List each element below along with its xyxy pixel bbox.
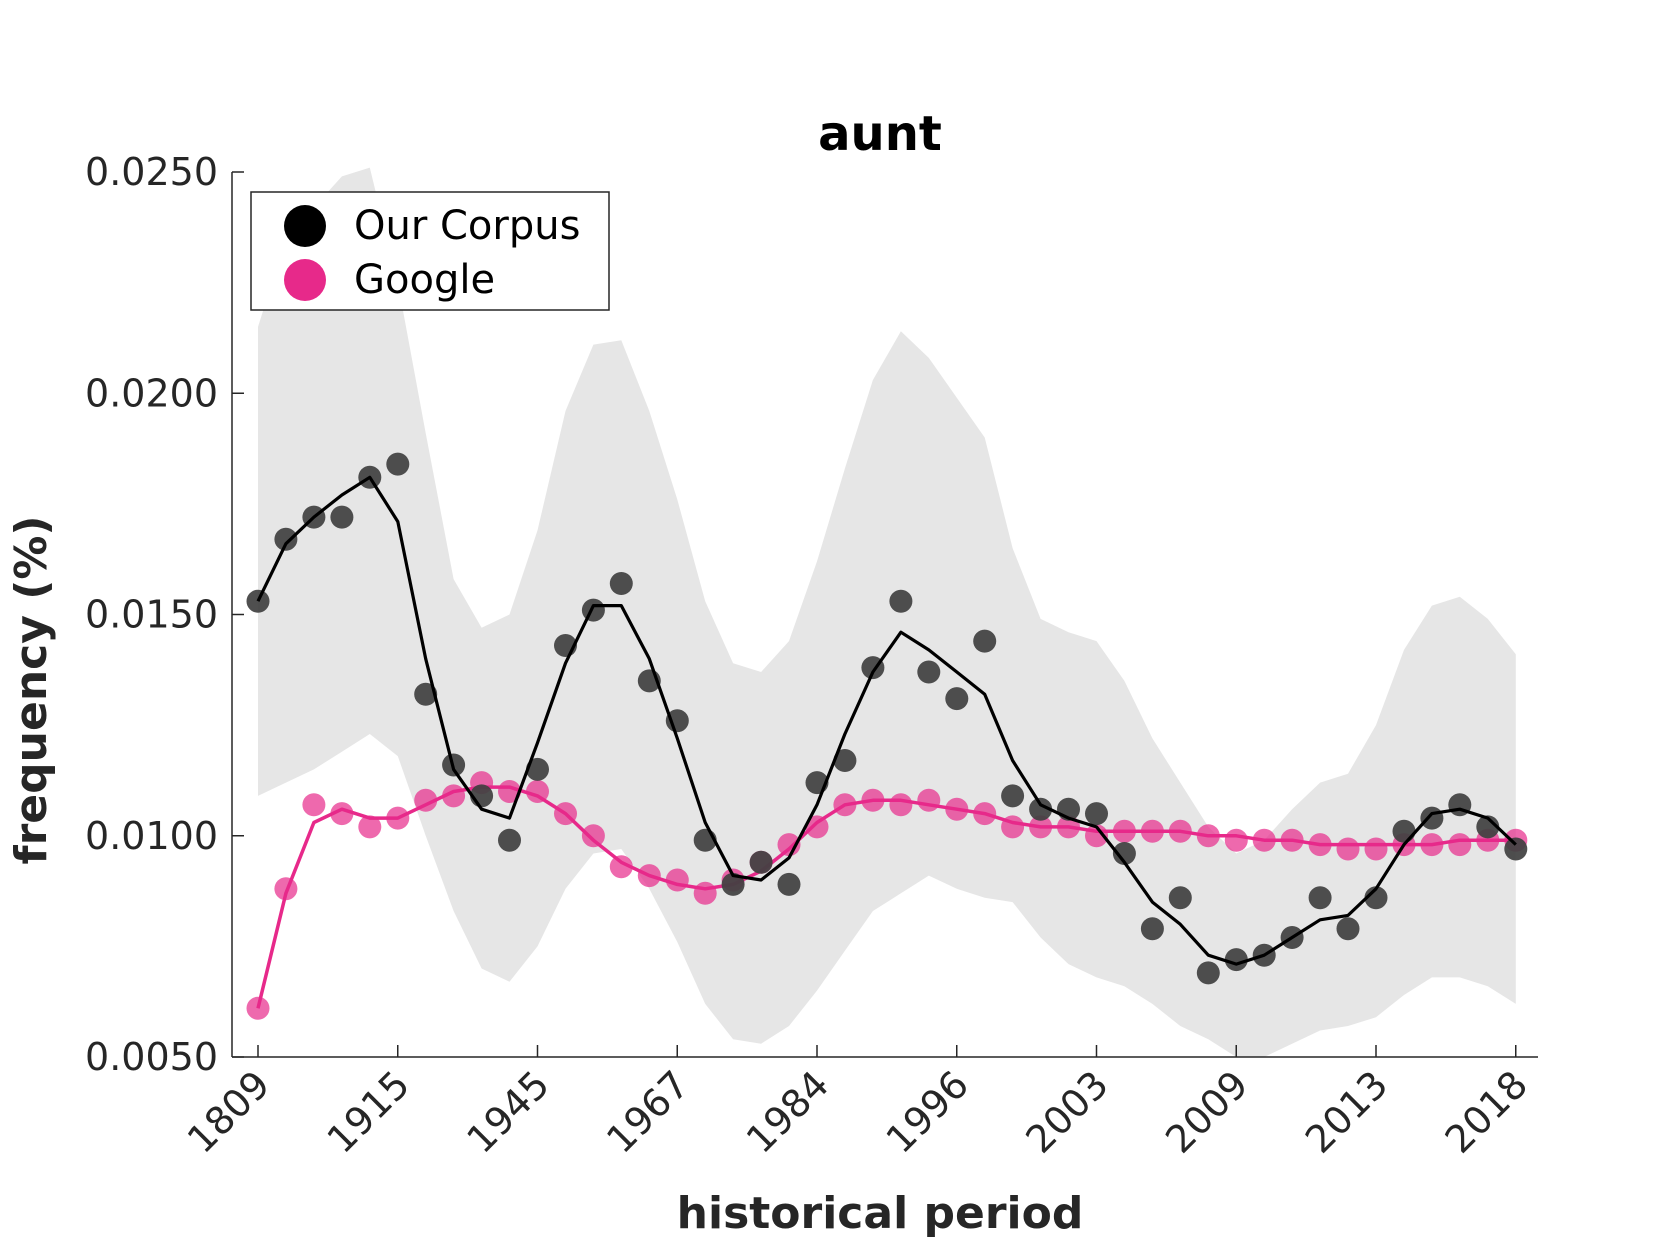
google-point: [246, 996, 270, 1020]
google-point: [554, 802, 577, 826]
google-point: [358, 815, 382, 839]
corpus-point: [581, 598, 605, 622]
y-tick-label: 0.0050: [85, 1035, 218, 1079]
legend-label-our-corpus: Our Corpus: [354, 203, 580, 249]
google-point: [526, 780, 549, 803]
legend-label-google: Google: [354, 257, 495, 303]
google-point: [693, 881, 717, 905]
corpus-point: [1001, 784, 1025, 808]
series-layer: [246, 452, 1528, 1020]
corpus-point: [1029, 797, 1053, 821]
y-tick-label: 0.0150: [85, 593, 218, 637]
google-point: [1420, 833, 1444, 857]
google-point: [609, 855, 633, 879]
google-point: [274, 877, 298, 901]
corpus-point: [1476, 815, 1500, 839]
corpus-point: [1168, 886, 1192, 910]
corpus-point: [526, 757, 549, 781]
corpus-point: [1224, 948, 1248, 972]
google-point: [889, 793, 913, 817]
corpus-point: [1140, 917, 1164, 941]
corpus-point: [1085, 802, 1108, 826]
google-point: [665, 868, 689, 892]
google-point: [1336, 837, 1360, 861]
corpus-point: [917, 660, 941, 684]
y-tick-label: 0.0200: [85, 371, 218, 415]
corpus-point: [833, 749, 857, 772]
corpus-point: [1336, 917, 1360, 941]
google-point: [1001, 815, 1025, 839]
google-point: [945, 797, 969, 821]
corpus-point: [1392, 819, 1416, 843]
google-point: [1448, 833, 1472, 857]
corpus-point: [889, 589, 913, 613]
google-point: [1140, 819, 1164, 843]
corpus-point: [721, 872, 745, 896]
x-tick-label: 1945: [458, 1062, 558, 1162]
google-point: [861, 788, 885, 812]
chart-title: aunt: [818, 106, 942, 162]
google-point: [917, 788, 941, 812]
corpus-point: [973, 629, 997, 653]
x-tick-label: 1967: [598, 1062, 698, 1162]
google-point: [1112, 819, 1136, 843]
google-point: [442, 784, 466, 808]
google-point: [1196, 824, 1220, 848]
google-point: [386, 806, 410, 830]
x-tick-label: 1915: [319, 1062, 419, 1162]
google-point: [581, 824, 605, 848]
google-point: [1364, 837, 1388, 861]
y-tick-label: 0.0100: [85, 814, 218, 858]
legend: Our Corpus Google: [250, 191, 610, 311]
google-point: [1029, 815, 1053, 839]
x-tick-label: 2018: [1437, 1062, 1537, 1162]
x-tick-label: 1984: [738, 1062, 838, 1162]
corpus-point: [945, 687, 969, 711]
google-point: [330, 802, 354, 826]
corpus-point: [1504, 837, 1528, 861]
x-tick-label: 2009: [1157, 1062, 1257, 1162]
google-point: [805, 815, 829, 839]
google-point: [414, 788, 438, 812]
google-point: [1308, 833, 1332, 857]
corpus-point: [1308, 886, 1332, 910]
corpus-point: [777, 872, 801, 896]
x-tick-label: 2003: [1017, 1062, 1117, 1162]
corpus-point: [498, 828, 521, 852]
x-axis-label: historical period: [677, 1188, 1084, 1239]
google-point: [1085, 824, 1108, 848]
corpus-point: [609, 572, 633, 595]
x-tick-label: 1996: [878, 1062, 978, 1162]
google-point: [1224, 828, 1248, 852]
corpus-point: [1364, 886, 1388, 910]
y-tick-label: 0.0250: [85, 150, 218, 194]
legend-marker-our-corpus: [284, 205, 326, 247]
google-point: [1280, 828, 1304, 852]
google-point: [1252, 828, 1276, 852]
corpus-point: [414, 682, 438, 706]
corpus-trend-line: [256, 475, 1517, 966]
google-point: [302, 793, 326, 817]
google-point: [1168, 819, 1192, 843]
google-point: [973, 802, 997, 826]
corpus-point: [330, 505, 354, 529]
corpus-point: [274, 527, 298, 551]
y-axis-label: frequency (%): [6, 515, 57, 864]
legend-marker-google: [284, 259, 326, 301]
google-point: [637, 864, 661, 888]
corpus-point: [1196, 961, 1220, 985]
google-point: [833, 793, 857, 817]
google-point: [498, 780, 521, 803]
corpus-point: [386, 452, 410, 476]
corpus-point: [749, 850, 773, 874]
corpus-point: [1112, 842, 1136, 865]
corpus-point: [1420, 806, 1444, 830]
x-tick-label: 2013: [1297, 1062, 1397, 1162]
